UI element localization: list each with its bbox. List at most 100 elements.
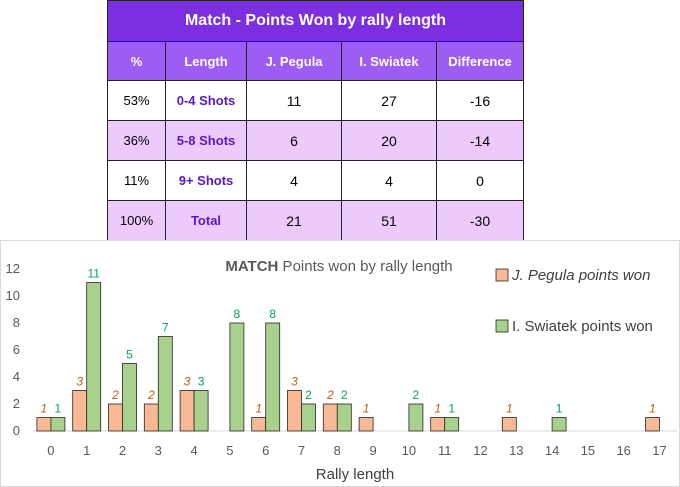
x-axis-title: Rally length — [316, 466, 394, 483]
swiatek-data-label: 7 — [162, 321, 169, 335]
swiatek-bar — [193, 390, 209, 432]
x-tick-label: 9 — [369, 443, 376, 458]
row-pct: 100% — [107, 200, 166, 241]
swiatek-data-label: 11 — [87, 267, 100, 281]
pegula-data-label: 1 — [649, 402, 656, 416]
x-tick-label: 17 — [652, 443, 666, 458]
x-tick-label: 0 — [47, 443, 54, 458]
legend-label-swiatek: I. Swiatek points won — [512, 318, 653, 335]
swiatek-bar — [157, 336, 173, 432]
swiatek-bar — [551, 417, 567, 432]
pegula-bar — [645, 417, 660, 432]
legend-swatch-swiatek — [495, 319, 509, 333]
pegula-bar — [72, 390, 88, 432]
row-pegula: 21 — [246, 200, 342, 241]
table-row: 11% 9+ Shots 4 4 0 — [107, 160, 524, 201]
pegula-data-label: 1 — [363, 402, 370, 416]
row-length: 0-4 Shots — [165, 80, 247, 121]
x-tick-label: 6 — [262, 443, 269, 458]
table-title: Match - Points Won by rally length — [107, 0, 524, 42]
legend-swatch-pegula — [495, 268, 509, 282]
pegula-data-label: 3 — [291, 375, 298, 389]
swiatek-data-label: 8 — [269, 307, 276, 321]
chart-title-bold: MATCH — [225, 258, 278, 275]
row-swiatek: 20 — [341, 120, 437, 161]
pegula-data-label: 1 — [41, 402, 48, 416]
y-tick-label: 4 — [13, 369, 20, 384]
header-swiatek: I. Swiatek — [341, 41, 437, 81]
pegula-data-label: 2 — [326, 388, 334, 402]
pegula-bar — [322, 403, 338, 432]
table-row: 53% 0-4 Shots 11 27 -16 — [107, 80, 524, 121]
row-difference: -30 — [436, 200, 524, 241]
x-tick-label: 10 — [402, 443, 416, 458]
pegula-data-label: 2 — [111, 388, 119, 402]
header-pct: % — [107, 41, 166, 81]
row-pct: 53% — [107, 80, 166, 121]
swiatek-data-label: 5 — [126, 348, 133, 362]
y-tick-label: 12 — [6, 261, 20, 276]
x-axis: 0 1 2 3 4 5 6 7 8 9 10 11 12 13 14 15 16 17 — [47, 443, 666, 458]
swiatek-data-label: 3 — [198, 375, 205, 389]
row-pegula: 6 — [246, 120, 342, 161]
row-swiatek: 51 — [341, 200, 437, 241]
pegula-data-label: 2 — [147, 388, 155, 402]
x-tick-label: 15 — [581, 443, 595, 458]
table-row: 100% Total 21 51 -30 — [107, 200, 524, 241]
header-pegula: J. Pegula — [246, 41, 342, 81]
row-pegula: 4 — [246, 160, 342, 201]
x-tick-label: 5 — [226, 443, 233, 458]
pegula-data-label: 3 — [76, 375, 83, 389]
x-tick-label: 14 — [545, 443, 559, 458]
pegula-bar — [179, 390, 195, 432]
pegula-bar — [501, 417, 517, 432]
row-pct: 11% — [107, 160, 166, 201]
swiatek-data-label: 1 — [556, 402, 563, 416]
x-tick-label: 3 — [155, 443, 162, 458]
y-tick-label: 2 — [13, 396, 20, 411]
x-tick-label: 13 — [509, 443, 523, 458]
x-tick-label: 4 — [190, 443, 197, 458]
header-difference: Difference — [436, 41, 524, 81]
row-length: 9+ Shots — [165, 160, 247, 201]
stats-table: Match - Points Won by rally length % Len… — [107, 0, 524, 241]
pegula-bar — [358, 417, 374, 432]
swiatek-bar — [265, 322, 281, 432]
x-tick-label: 11 — [438, 443, 452, 458]
pegula-data-label: 3 — [184, 375, 191, 389]
row-length: Total — [165, 200, 247, 241]
header-length: Length — [165, 41, 247, 81]
x-tick-label: 7 — [298, 443, 305, 458]
row-length: 5-8 Shots — [165, 120, 247, 161]
swiatek-data-label: 1 — [448, 402, 455, 416]
pegula-bar — [430, 417, 446, 432]
swiatek-bar — [86, 282, 102, 432]
swiatek-bar — [336, 403, 352, 432]
pegula-data-label: 1 — [434, 402, 441, 416]
table-row: 36% 5-8 Shots 6 20 -14 — [107, 120, 524, 161]
x-tick-label: 8 — [334, 443, 341, 458]
swiatek-data-label: 8 — [234, 307, 241, 321]
x-tick-label: 2 — [119, 443, 126, 458]
y-tick-label: 8 — [13, 315, 20, 330]
legend: J. Pegula points won I. Swiatek points wo… — [495, 267, 653, 335]
row-difference: -16 — [436, 80, 524, 121]
x-tick-label: 16 — [616, 443, 630, 458]
row-difference: -14 — [436, 120, 524, 161]
swiatek-data-label: 2 — [413, 388, 420, 402]
y-tick-label: 0 — [13, 423, 20, 438]
row-difference: 0 — [436, 160, 524, 201]
row-swiatek: 4 — [341, 160, 437, 201]
swiatek-bar — [444, 417, 460, 432]
swiatek-bar — [50, 417, 66, 432]
chart-border — [0, 240, 680, 487]
rally-length-chart: MATCH Points won by rally length 0246810… — [0, 240, 680, 487]
pegula-data-label: 1 — [255, 402, 262, 416]
swiatek-bar — [122, 363, 137, 432]
row-pct: 36% — [107, 120, 166, 161]
y-tick-label: 10 — [6, 288, 20, 303]
legend-label-pegula: J. Pegula points won — [511, 267, 650, 284]
swiatek-bar — [229, 322, 245, 432]
pegula-bar — [287, 390, 302, 432]
